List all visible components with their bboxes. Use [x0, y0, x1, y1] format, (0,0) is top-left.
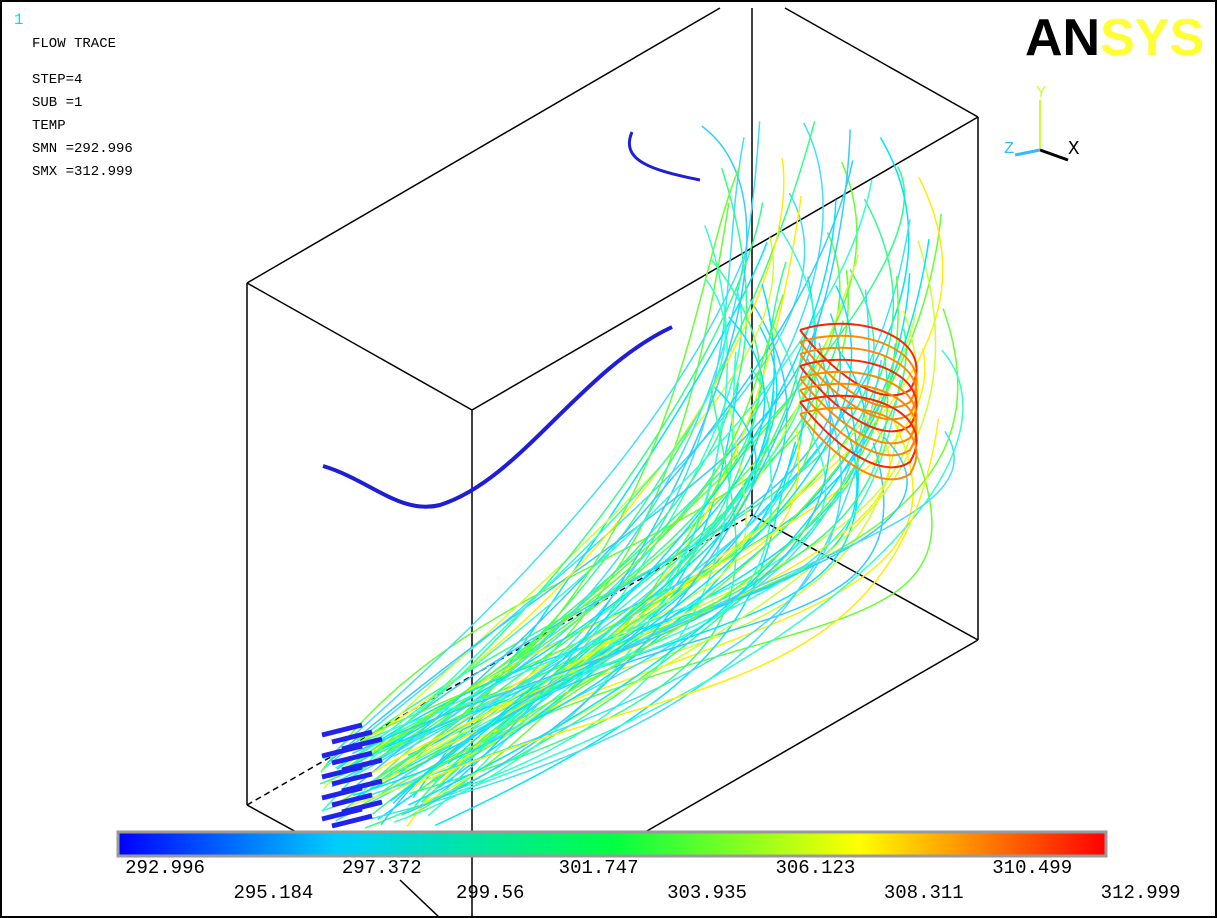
streamline — [319, 121, 816, 785]
streamline — [348, 160, 854, 792]
streamline — [365, 294, 784, 759]
streamline — [440, 349, 964, 799]
streamline — [447, 430, 955, 784]
inlet-arrow — [331, 792, 373, 808]
legend-label: 306.123 — [775, 857, 855, 879]
streamline — [359, 313, 842, 763]
inlet-arrow — [331, 771, 373, 787]
triad-x: X — [1068, 138, 1080, 160]
streamline — [426, 275, 899, 776]
legend-label: 308.311 — [884, 882, 964, 904]
inlet-arrow — [321, 743, 363, 759]
logo-sys: SYS — [1100, 9, 1204, 67]
legend-label: 295.184 — [233, 882, 313, 904]
streamline — [331, 121, 761, 788]
streamline — [401, 129, 851, 816]
triad: Y Z X — [1004, 84, 1080, 162]
streamline — [385, 379, 902, 778]
inlet-arrow — [331, 750, 373, 766]
inlet-arrow — [321, 722, 363, 738]
triad-z: Z — [1004, 140, 1014, 159]
info-line: TEMP — [32, 118, 66, 134]
legend-label: 299.56 — [456, 882, 524, 904]
legend-label: 297.372 — [342, 857, 422, 879]
streamline — [335, 426, 827, 769]
inlet-arrow — [321, 785, 363, 801]
streamline — [371, 359, 883, 820]
logo-an: AN — [1025, 9, 1100, 67]
inlet-arrow — [321, 764, 363, 780]
info-title: FLOW TRACE — [32, 36, 116, 52]
hot-loop — [799, 406, 918, 481]
window-number: 1 — [14, 11, 24, 29]
streamline — [443, 226, 817, 741]
streamline — [392, 442, 885, 805]
inlet-arrow — [321, 806, 363, 822]
streamline — [408, 238, 930, 806]
streamline — [386, 405, 859, 748]
flow-traces — [319, 121, 964, 829]
triad-y: Y — [1036, 84, 1046, 103]
info-line: STEP=4 — [32, 72, 82, 88]
streamline — [321, 357, 842, 812]
hot-loop — [799, 382, 918, 457]
legend-label: 301.747 — [559, 857, 639, 879]
streamline — [434, 441, 797, 826]
hot-loop — [799, 346, 918, 421]
streamline — [332, 165, 741, 807]
hot-loop — [799, 370, 918, 445]
streamline — [363, 179, 873, 751]
logo: ANSYS — [1025, 9, 1204, 67]
info-line: SMX =312.999 — [32, 164, 133, 180]
streamline — [411, 354, 889, 810]
streamline — [338, 202, 764, 774]
color-bar — [116, 830, 1108, 858]
streamline — [323, 237, 775, 789]
legend-label: 310.499 — [992, 857, 1072, 879]
streamline — [335, 255, 746, 752]
blue-trace — [322, 325, 673, 509]
streamline — [322, 192, 806, 770]
hot-loop — [799, 394, 918, 469]
legend-label: 292.996 — [125, 857, 205, 879]
info-line: SMN =292.996 — [32, 141, 133, 157]
streamline — [352, 342, 832, 755]
hot-loop — [799, 322, 918, 397]
streamline — [390, 199, 837, 802]
blue-trace — [627, 131, 701, 182]
streamline — [393, 225, 728, 823]
legend-labels: 292.996 295.184 297.372 299.56 301.747 303.93… — [125, 857, 1180, 904]
streamline — [415, 418, 940, 785]
streamline — [393, 219, 911, 758]
hot-loop — [799, 358, 918, 433]
inlet-arrow — [331, 813, 373, 829]
streamline — [437, 283, 775, 789]
streamline — [323, 446, 773, 760]
info-block: STEP=4 SUB =1 TEMP SMN =292.996 SMX =312.999 — [32, 72, 133, 180]
legend-label: 303.935 — [667, 882, 747, 904]
streamline — [349, 166, 906, 768]
inlet-arrow — [331, 729, 373, 745]
streamline — [321, 279, 727, 812]
streamline — [409, 387, 737, 795]
hot-loop — [799, 334, 918, 409]
legend-label: 312.999 — [1101, 882, 1181, 904]
info-line: SUB =1 — [32, 95, 82, 111]
